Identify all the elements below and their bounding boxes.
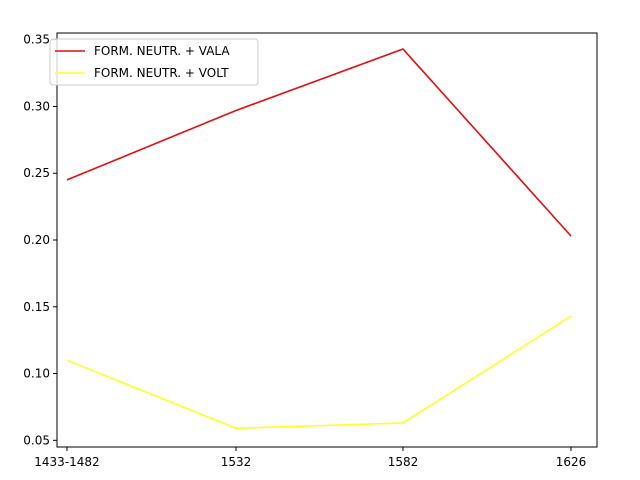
y-tick-label: 0.20	[23, 233, 50, 247]
series-line-1	[66, 48, 572, 237]
legend-label-2: FORM. NEUTR. + VOLT	[94, 66, 229, 80]
x-tick-label: 1532	[221, 455, 252, 469]
y-tick-label: 0.05	[23, 433, 50, 447]
x-tick-label: 1582	[388, 455, 419, 469]
legend-frame	[49, 38, 259, 86]
legend-label-1: FORM. NEUTR. + VALA	[94, 44, 230, 58]
y-tick-label: 0.35	[23, 33, 50, 47]
legend: FORM. NEUTR. + VALA FORM. NEUTR. + VOLT	[49, 38, 259, 86]
series-line-2	[66, 315, 572, 430]
x-tick-label: 1626	[556, 455, 587, 469]
plot-area	[56, 32, 598, 448]
y-tick-label: 0.25	[23, 166, 50, 180]
x-tick-label: 1433-1482	[34, 455, 99, 469]
x-axis: 1433-1482 1532 1582 1626	[34, 447, 586, 469]
y-tick-label: 0.15	[23, 300, 50, 314]
plot-frame	[56, 32, 598, 448]
y-tick-label: 0.30	[23, 99, 50, 113]
y-axis: 0.05 0.10 0.15 0.20 0.25 0.30 0.35	[23, 33, 57, 447]
y-tick-label: 0.10	[23, 367, 50, 381]
